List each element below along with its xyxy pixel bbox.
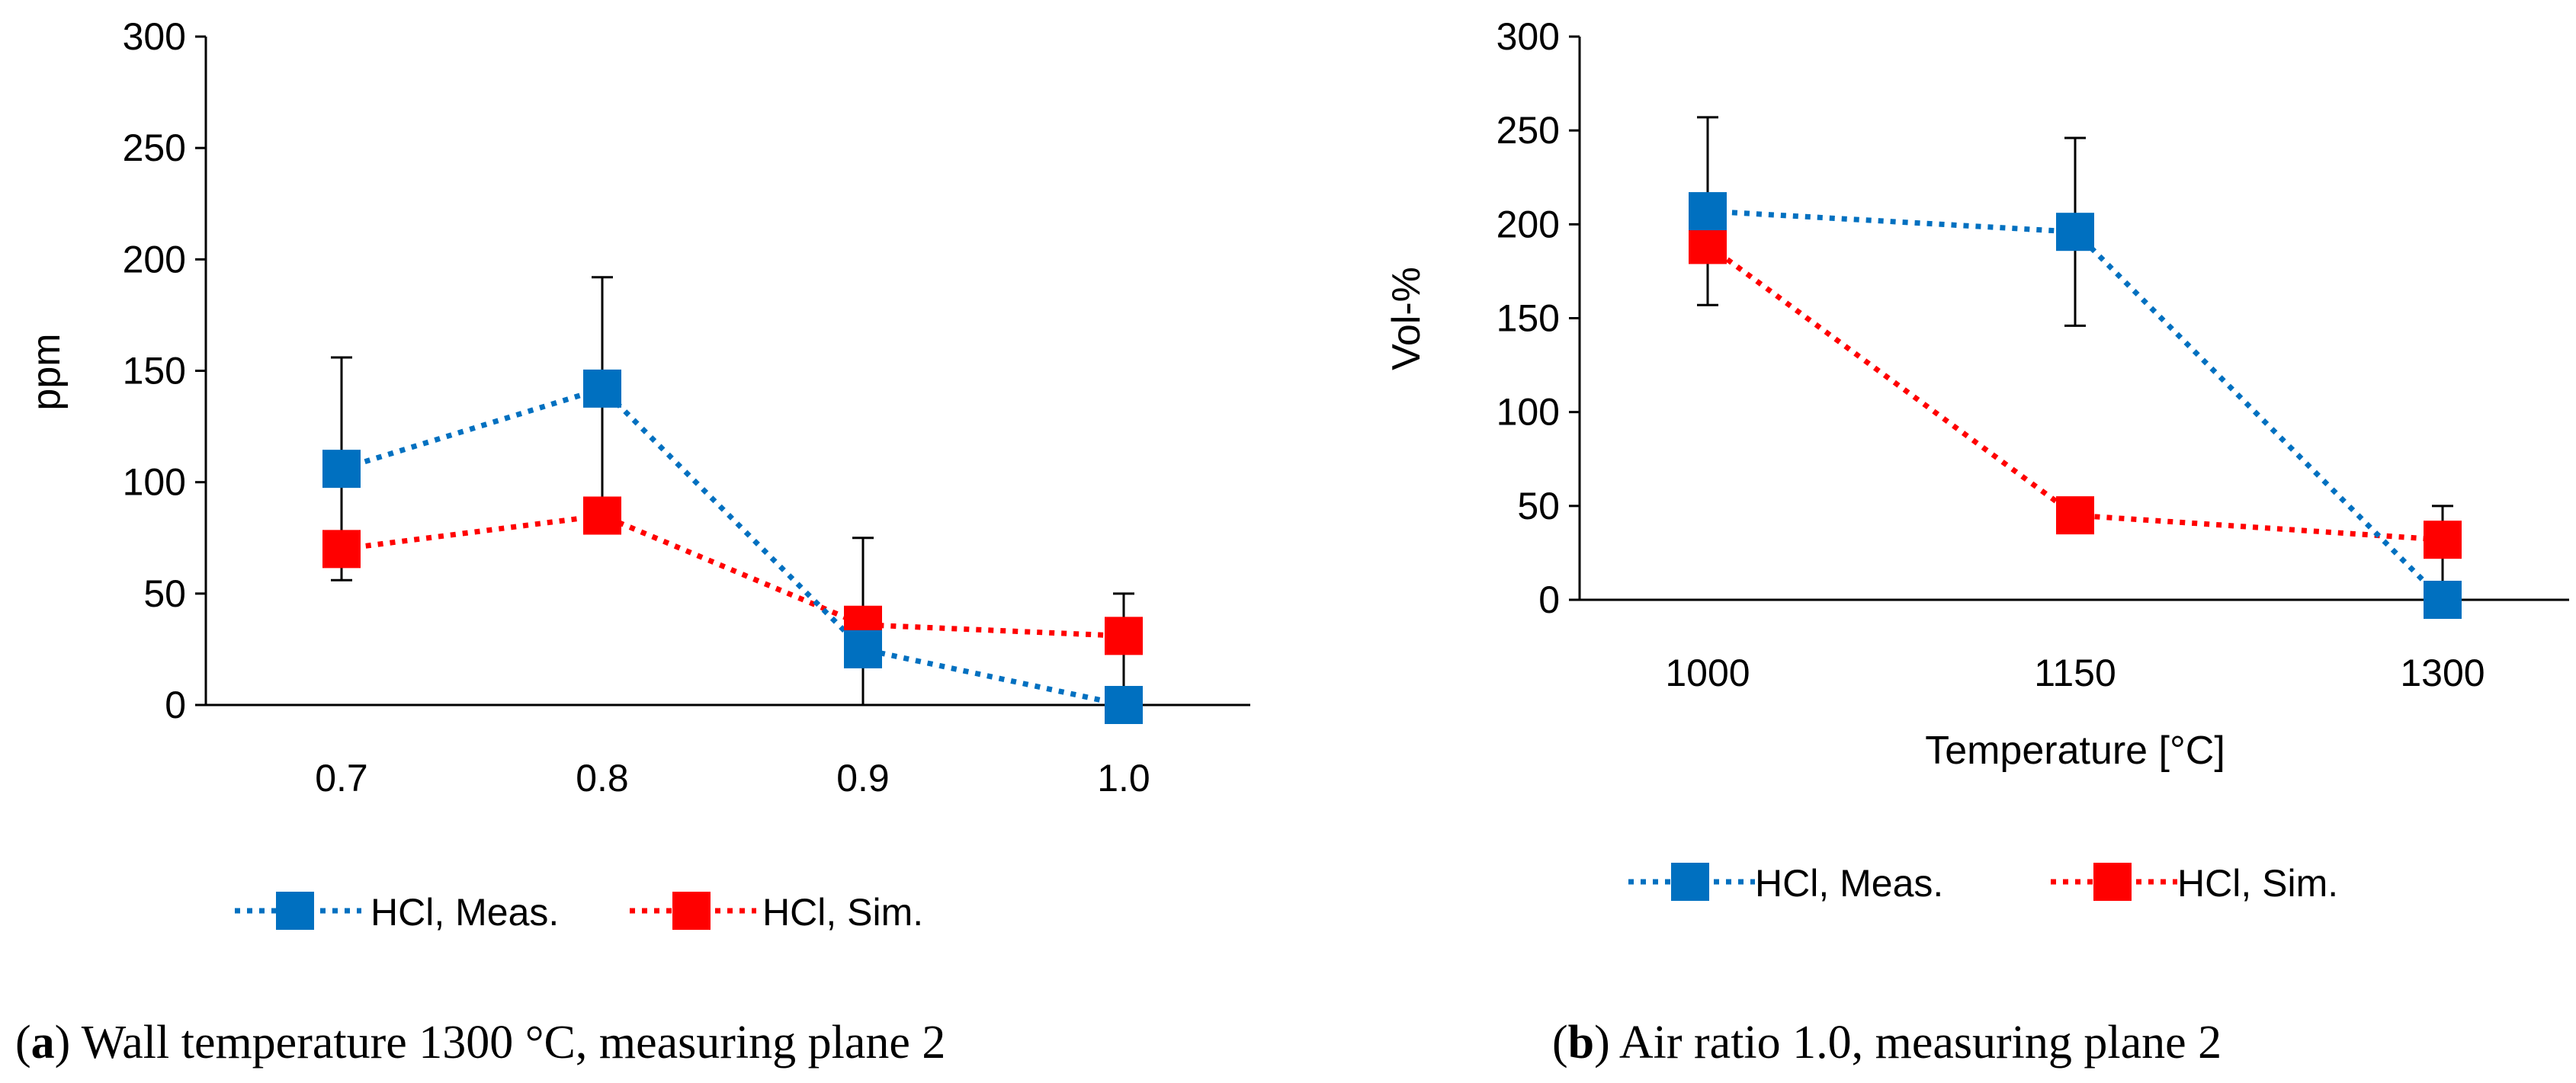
x-tick-label: 1.0 <box>1097 757 1150 799</box>
legend-marker-measured <box>1671 863 1709 901</box>
x-tick-label: 1300 <box>2400 652 2485 694</box>
legend-item-simulated: HCl, Sim. <box>630 891 923 934</box>
series-line-simulated <box>341 512 1124 639</box>
legend-marker-measured <box>276 892 314 930</box>
data-point-measured <box>1689 192 1727 231</box>
y-tick-label: 300 <box>1497 15 1560 58</box>
y-tick-label: 100 <box>123 461 186 504</box>
panel-a-caption-text: Wall temperature 1300 °C, measuring plan… <box>70 1017 945 1069</box>
y-tick-label: 250 <box>1497 109 1560 152</box>
data-point-measured <box>1105 686 1143 724</box>
panel-a-x-tick-labels: 0.7 0.8 0.9 1.0 <box>315 757 1150 799</box>
legend-item-measured: HCl, Meas. <box>235 891 559 934</box>
data-point-measured <box>322 450 361 489</box>
series-line-measured <box>340 385 1124 708</box>
panel-a-error-bars <box>331 276 1134 705</box>
panel-a-caption-label: a <box>31 1017 55 1069</box>
y-tick-label: 100 <box>1497 391 1560 434</box>
x-tick-label: 0.8 <box>576 757 629 799</box>
legend-marker-simulated <box>672 892 711 930</box>
y-tick-label: 150 <box>1497 297 1560 340</box>
data-point-measured <box>2056 213 2094 252</box>
y-tick-label: 0 <box>1538 578 1560 621</box>
data-point-measured <box>583 369 621 408</box>
legend-item-simulated: HCl, Sim. <box>2051 862 2338 905</box>
panel-a-caption: (a) Wall temperature 1300 °C, measuring … <box>15 1017 945 1069</box>
panel-a-legend: HCl, Meas. HCl, Sim. <box>235 891 923 934</box>
data-point-simulated <box>2424 521 2462 559</box>
panel-b-x-axis-title: Temperature [°C] <box>1925 729 2225 773</box>
panel-b-y-ticks: 0 50 100 150 200 250 300 <box>1497 15 1580 621</box>
y-tick-label: 0 <box>165 684 186 726</box>
x-tick-label: 0.7 <box>315 757 368 799</box>
data-point-simulated <box>2056 496 2094 535</box>
data-point-simulated <box>583 496 621 535</box>
panel-a-y-axis-title: ppm <box>24 333 69 410</box>
legend-label-measured: HCl, Meas. <box>371 891 559 934</box>
x-tick-label: 0.9 <box>836 757 890 799</box>
data-point-measured <box>844 630 882 668</box>
legend-item-measured: HCl, Meas. <box>1628 862 1943 905</box>
panel-b-caption-text: Air ratio 1.0, measuring plane 2 <box>1610 1017 2222 1069</box>
panel-b-legend: HCl, Meas. HCl, Sim. <box>1628 862 2338 905</box>
data-point-measured <box>2424 581 2462 619</box>
y-tick-label: 250 <box>123 127 186 169</box>
data-point-simulated <box>322 530 361 569</box>
y-tick-label: 200 <box>1497 203 1560 245</box>
panel-b-caption-label: b <box>1568 1017 1594 1069</box>
y-tick-label: 200 <box>123 238 186 280</box>
legend-label-simulated: HCl, Sim. <box>2177 862 2338 905</box>
panel-b-y-axis-title: Vol-% <box>1384 267 1429 370</box>
panel-a-y-ticks: 0 50 100 150 200 250 300 <box>123 15 206 726</box>
panel-b-x-tick-labels: 1000 1150 1300 <box>1665 652 2485 694</box>
data-point-simulated <box>1689 226 1727 264</box>
y-tick-label: 50 <box>1517 485 1560 527</box>
x-tick-label: 1000 <box>1665 652 1750 694</box>
panel-b-series <box>1689 192 2462 619</box>
data-point-simulated <box>1105 617 1143 655</box>
legend-marker-simulated <box>2093 863 2132 901</box>
y-tick-label: 150 <box>123 350 186 393</box>
panel-b-caption: (b) Air ratio 1.0, measuring plane 2 <box>1552 1017 2222 1069</box>
y-tick-label: 50 <box>143 572 186 615</box>
x-tick-label: 1150 <box>2034 652 2116 694</box>
panel-a-series <box>322 369 1143 724</box>
legend-label-simulated: HCl, Sim. <box>762 891 923 934</box>
y-tick-label: 300 <box>123 15 186 58</box>
legend-label-measured: HCl, Meas. <box>1755 862 1943 905</box>
panel-a-chart: 0 50 100 150 200 250 300 ppm 0.7 0.8 0.9 1.0 H… <box>15 15 1250 1069</box>
